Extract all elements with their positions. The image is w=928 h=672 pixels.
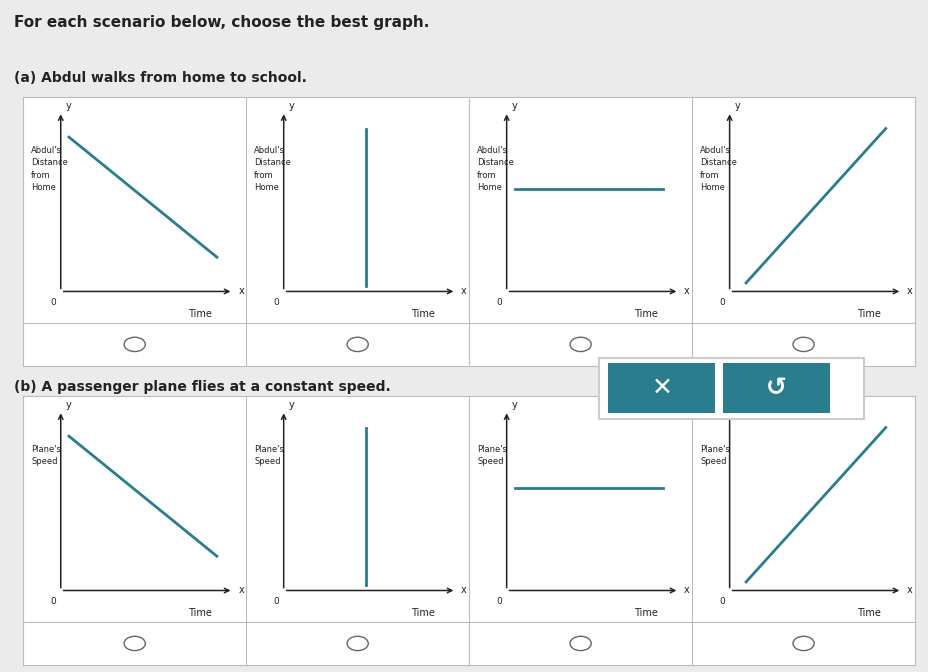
Text: Time: Time [188, 607, 213, 618]
Text: 0: 0 [273, 597, 278, 606]
Text: Time: Time [857, 308, 881, 319]
Text: y: y [511, 101, 517, 112]
Text: (a) Abdul walks from home to school.: (a) Abdul walks from home to school. [14, 71, 306, 85]
Text: x: x [683, 585, 690, 595]
Text: x: x [683, 286, 690, 296]
Text: y: y [734, 101, 740, 112]
Text: x: x [238, 585, 244, 595]
Text: 0: 0 [496, 298, 501, 307]
Text: Plane's
Speed: Plane's Speed [477, 445, 507, 466]
Text: 0: 0 [718, 298, 724, 307]
Text: 0: 0 [496, 597, 501, 606]
Text: Abdul's
Distance
from
Home: Abdul's Distance from Home [700, 146, 736, 192]
Text: 0: 0 [718, 597, 724, 606]
Text: Time: Time [634, 607, 658, 618]
Text: ✕: ✕ [651, 376, 672, 400]
Text: Abdul's
Distance
from
Home: Abdul's Distance from Home [477, 146, 513, 192]
Text: Time: Time [634, 308, 658, 319]
Text: y: y [734, 401, 740, 411]
Text: y: y [511, 401, 517, 411]
Text: Abdul's
Distance
from
Home: Abdul's Distance from Home [254, 146, 290, 192]
Text: For each scenario below, choose the best graph.: For each scenario below, choose the best… [14, 15, 429, 30]
Text: x: x [460, 585, 467, 595]
Text: y: y [66, 101, 71, 112]
Text: x: x [906, 585, 912, 595]
Text: 0: 0 [273, 298, 278, 307]
Text: Time: Time [411, 607, 435, 618]
Text: Abdul's
Distance
from
Home: Abdul's Distance from Home [32, 146, 68, 192]
Text: x: x [238, 286, 244, 296]
Text: Plane's
Speed: Plane's Speed [254, 445, 284, 466]
Text: y: y [289, 401, 294, 411]
Text: Time: Time [188, 308, 213, 319]
Text: y: y [289, 101, 294, 112]
Text: Plane's
Speed: Plane's Speed [700, 445, 729, 466]
Text: (b) A passenger plane flies at a constant speed.: (b) A passenger plane flies at a constan… [14, 380, 391, 394]
Text: Time: Time [857, 607, 881, 618]
Text: y: y [66, 401, 71, 411]
Text: 0: 0 [50, 298, 56, 307]
Text: x: x [906, 286, 912, 296]
Text: Plane's
Speed: Plane's Speed [32, 445, 61, 466]
Text: x: x [460, 286, 467, 296]
Text: Time: Time [411, 308, 435, 319]
Text: ↺: ↺ [765, 376, 786, 400]
Text: 0: 0 [50, 597, 56, 606]
